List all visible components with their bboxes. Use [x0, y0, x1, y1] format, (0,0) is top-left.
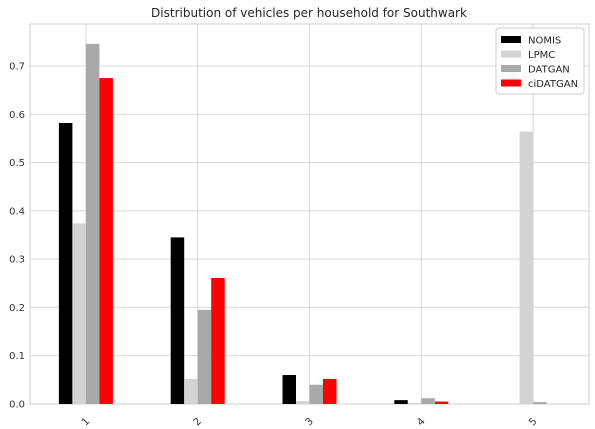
legend-swatch — [501, 51, 521, 58]
bar-datgan-1 — [86, 44, 100, 404]
y-tick-label: 0.2 — [9, 303, 25, 314]
legend-label: LPMC — [528, 50, 555, 61]
bar-lpmc-5 — [520, 132, 534, 404]
y-tick-label: 0.5 — [9, 158, 25, 169]
bar-datgan-4 — [421, 398, 435, 404]
y-tick-label: 0.4 — [9, 206, 25, 217]
bar-nomis-1 — [59, 123, 73, 404]
bar-nomis-3 — [283, 375, 297, 404]
y-tick-label: 0.3 — [9, 255, 25, 266]
legend-swatch — [501, 65, 521, 72]
bar-datgan-2 — [198, 310, 212, 404]
legend-label: NOMIS — [528, 36, 561, 47]
bar-cidatgan-2 — [211, 278, 225, 404]
legend-swatch — [501, 36, 521, 43]
bar-datgan-5 — [533, 402, 547, 404]
bar-cidatgan-3 — [323, 379, 337, 404]
bar-lpmc-3 — [296, 401, 310, 404]
legend-swatch — [501, 80, 521, 87]
legend-label: ciDATGAN — [528, 79, 578, 90]
y-tick-label: 0.7 — [9, 62, 25, 73]
bar-nomis-2 — [171, 237, 185, 404]
legend-label: DATGAN — [528, 65, 570, 76]
legend: NOMIS LPMC DATGAN ciDATGAN — [496, 28, 584, 94]
bar-lpmc-1 — [72, 223, 86, 404]
bar-lpmc-2 — [184, 379, 198, 404]
chart-title: Distribution of vehicles per household f… — [151, 6, 467, 20]
bar-datgan-3 — [310, 385, 324, 404]
bar-lpmc-4 — [408, 403, 422, 404]
y-tick-label: 0.1 — [9, 351, 25, 362]
bar-nomis-4 — [394, 400, 408, 404]
y-tick-label: 0.6 — [9, 110, 25, 121]
bar-cidatgan-1 — [99, 78, 113, 404]
y-tick-label: 0.0 — [9, 400, 25, 411]
bar-cidatgan-4 — [435, 402, 449, 404]
